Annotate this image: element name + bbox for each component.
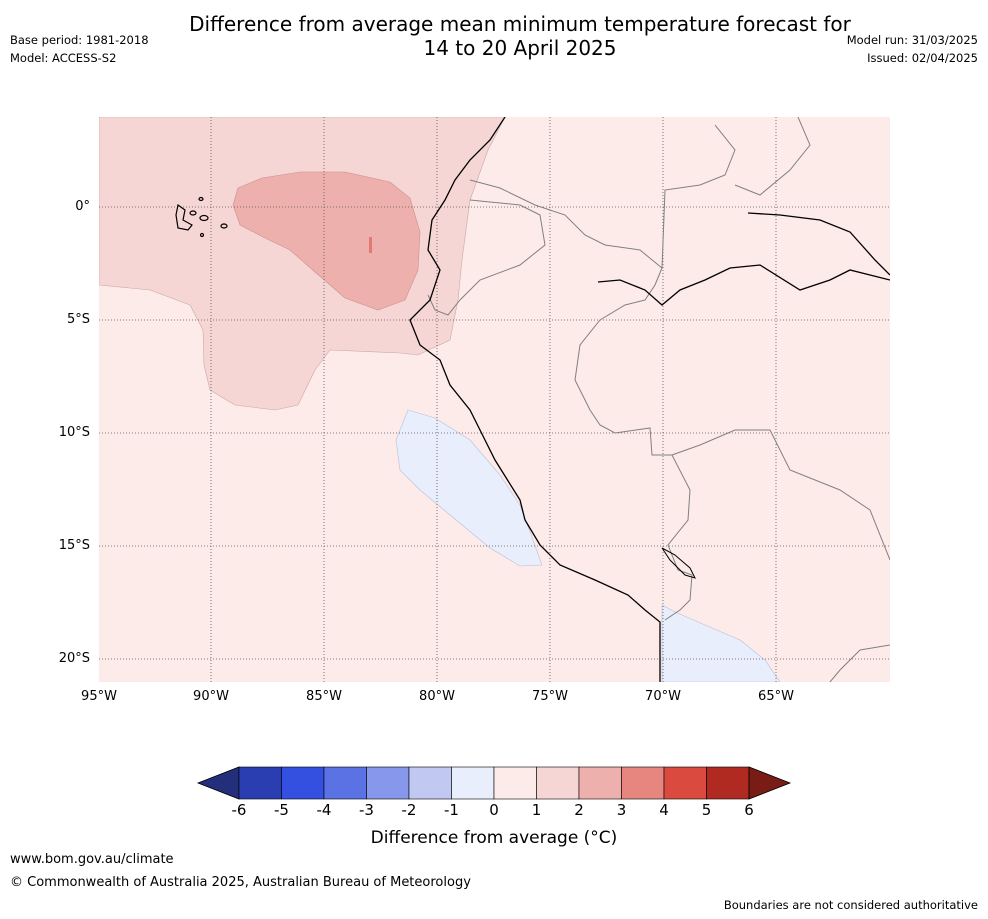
colorbar-tick-label: -3	[359, 801, 374, 819]
colorbar-swatch	[366, 766, 410, 800]
country-borders	[427, 117, 890, 682]
map-area	[99, 117, 890, 682]
colorbar-swatch	[578, 766, 622, 800]
lat-label: 20°S	[58, 651, 90, 666]
colorbar-tick-label: -2	[401, 801, 417, 819]
lat-label: 10°S	[58, 425, 90, 440]
colorbar-tick-label: 6	[744, 801, 754, 819]
colorbar-tick-label: 2	[574, 801, 584, 819]
meta-left: Base period: 1981-2018 Model: ACCESS-S2	[10, 31, 149, 67]
colorbar-tick-label: -1	[444, 801, 459, 819]
colorbar-swatch	[621, 766, 665, 800]
lon-label: 85°W	[306, 689, 342, 704]
title-line-1: Difference from average mean minimum tem…	[189, 12, 851, 36]
colorbar-swatch	[493, 766, 537, 800]
colorbar-tick-label: 3	[616, 801, 627, 819]
colorbar-tick-label: -5	[274, 801, 289, 819]
colorbar-tick-label: -6	[231, 801, 247, 819]
model-name: Model: ACCESS-S2	[10, 51, 117, 65]
footer-disclaimer: Boundaries are not considered authoritat…	[723, 898, 978, 912]
meta-right: Model run: 31/03/2025 Issued: 02/04/2025	[847, 31, 978, 67]
colorbar-swatch	[451, 766, 495, 800]
anomaly-1-2-region	[99, 117, 506, 411]
coastlines	[409, 117, 890, 682]
base-period: Base period: 1981-2018	[10, 33, 149, 47]
colorbar-swatch	[663, 766, 707, 800]
colorbar-tick-label: 1	[531, 801, 542, 819]
map-title: Difference from average mean minimum tem…	[0, 12, 988, 60]
colorbar-extend-low	[196, 766, 240, 800]
graticule	[99, 117, 890, 682]
title-line-2: 14 to 20 April 2025	[423, 36, 617, 60]
footer-copyright: © Commonwealth of Australia 2025, Austra…	[10, 875, 471, 890]
colorbar-extend-high	[748, 766, 792, 800]
lat-label: 0°	[75, 199, 90, 214]
model-run: Model run: 31/03/2025	[846, 33, 978, 47]
lake-titicaca	[661, 547, 696, 579]
colorbar-swatch	[408, 766, 452, 800]
colorbar-tick-label: 0	[489, 801, 499, 819]
anomaly-negative-region	[395, 409, 543, 567]
anomaly-negative-region-south	[661, 604, 781, 682]
lat-label: 15°S	[58, 538, 90, 553]
anomaly-2-3-region	[232, 171, 421, 311]
footer-url[interactable]: www.bom.gov.au/climate	[10, 852, 174, 867]
lat-label: 5°S	[66, 312, 90, 327]
colorbar-swatch	[281, 766, 325, 800]
lon-label: 90°W	[193, 689, 229, 704]
galapagos-islands	[175, 196, 228, 238]
anomaly-hotspot	[369, 237, 372, 253]
issued-date: Issued: 02/04/2025	[867, 51, 978, 65]
colorbar-swatch	[323, 766, 367, 800]
colorbar-tick-label: -4	[316, 801, 332, 819]
colorbar-swatch	[238, 766, 282, 800]
colorbar-tick-label: 4	[659, 801, 669, 819]
colorbar-title: Difference from average (°C)	[370, 828, 618, 848]
lon-label: 95°W	[81, 689, 117, 704]
colorbar-tick-label: 5	[701, 801, 712, 819]
lon-label: 75°W	[532, 689, 568, 704]
lon-label: 70°W	[645, 689, 681, 704]
lon-label: 65°W	[758, 689, 794, 704]
lon-label: 80°W	[419, 689, 455, 704]
colorbar-swatch	[706, 766, 750, 800]
colorbar-swatch	[536, 766, 580, 800]
